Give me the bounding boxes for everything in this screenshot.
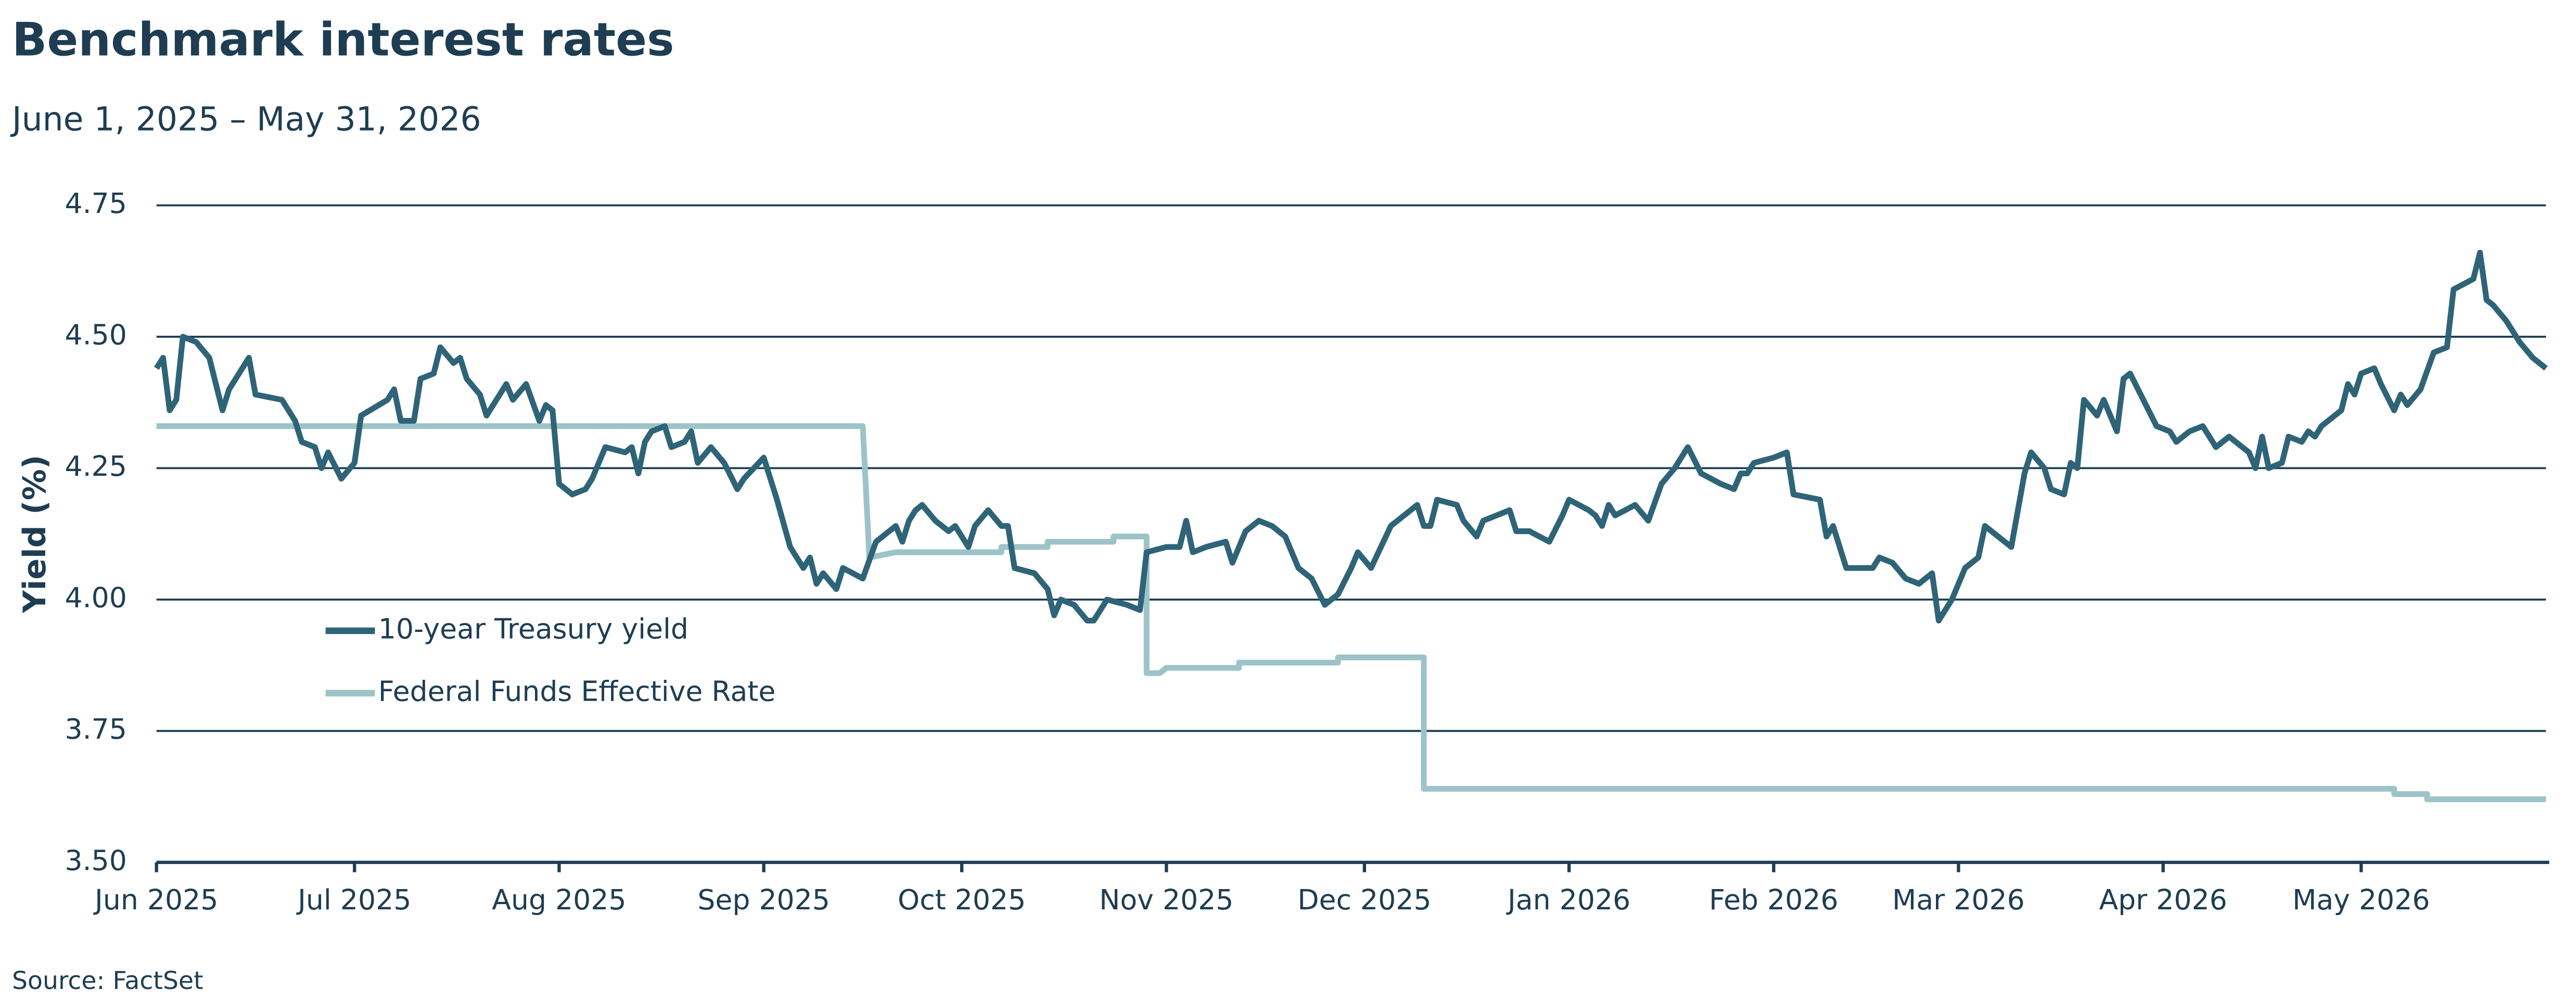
source: Source: FactSet	[12, 967, 203, 995]
chart-title: Benchmark interest rates	[12, 12, 674, 66]
x-tick-label: Jun 2025	[93, 883, 218, 916]
x-tick-label: Feb 2026	[1709, 883, 1838, 916]
y-axis-label: Yield (%)	[17, 455, 53, 614]
x-tick-label: Nov 2025	[1099, 883, 1233, 916]
legend-label: Federal Funds Effective Rate	[378, 675, 776, 707]
x-tick-label: Jan 2026	[1506, 883, 1630, 916]
line-series	[156, 423, 2546, 803]
legend-label: 10-year Treasury yield	[378, 612, 688, 645]
line-series	[154, 249, 2548, 624]
x-tick-label: May 2026	[2292, 883, 2430, 916]
x-tick-label: Dec 2025	[1297, 883, 1431, 916]
y-tick-label: 4.25	[65, 450, 126, 483]
x-tick-label: Sep 2025	[697, 883, 830, 916]
x-tick-label: Jul 2025	[296, 883, 411, 916]
y-tick-label: 3.50	[65, 844, 126, 877]
x-tick-label: Apr 2026	[2099, 883, 2227, 916]
x-tick-label: Aug 2025	[492, 883, 626, 916]
x-tick-label: Oct 2025	[898, 883, 1026, 916]
y-tick-label: 4.00	[65, 581, 126, 614]
y-tick-label: 4.75	[65, 187, 126, 220]
y-tick-label: 4.50	[65, 319, 126, 351]
x-tick-label: Mar 2026	[1892, 883, 2025, 916]
chart-subtitle: June 1, 2025 – May 31, 2026	[10, 100, 481, 138]
y-tick-label: 3.75	[65, 713, 126, 745]
